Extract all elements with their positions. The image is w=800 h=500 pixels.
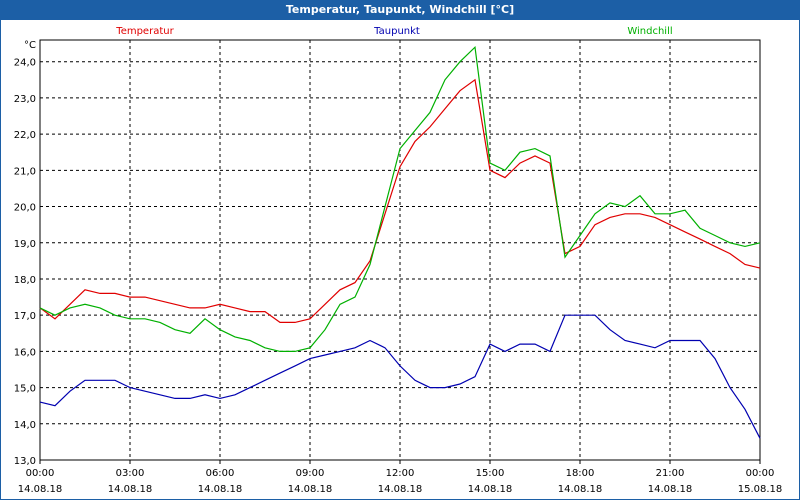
- legend: Temperatur Taupunkt Windchill: [115, 26, 672, 37]
- y-unit-label: °C: [24, 40, 36, 51]
- x-tick-date: 15.08.18: [738, 484, 783, 495]
- y-tick-label: 16,0: [14, 347, 36, 358]
- y-tick-label: 15,0: [14, 384, 36, 395]
- y-tick-label: 18,0: [14, 275, 36, 286]
- plot-area: [39, 39, 761, 461]
- y-tick-label: 23,0: [14, 94, 36, 105]
- grid-lines: [39, 40, 761, 464]
- x-tick-time: 00:00: [746, 468, 775, 479]
- y-tick-label: 20,0: [14, 203, 36, 214]
- x-tick-date: 14.08.18: [108, 484, 153, 495]
- y-tick-label: 14,0: [14, 420, 36, 431]
- legend-windchill: Windchill: [627, 26, 672, 37]
- y-tick-label: 24,0: [14, 58, 36, 69]
- x-tick-time: 21:00: [656, 468, 685, 479]
- x-tick-date: 14.08.18: [378, 484, 423, 495]
- y-tick-label: 21,0: [14, 166, 36, 177]
- y-tick-label: 19,0: [14, 239, 36, 250]
- x-tick-date: 14.08.18: [558, 484, 603, 495]
- x-tick-time: 00:00: [26, 468, 55, 479]
- series-line-temperatur: [39, 78, 761, 323]
- x-tick-time: 06:00: [206, 468, 235, 479]
- series-line-windchill: [39, 45, 761, 352]
- legend-taupunkt: Taupunkt: [373, 26, 420, 37]
- x-tick-time: 18:00: [566, 468, 595, 479]
- x-tick-date: 14.08.18: [468, 484, 513, 495]
- x-tick-date: 14.08.18: [18, 484, 63, 495]
- series-line-taupunkt: [39, 314, 761, 439]
- x-tick-time: 15:00: [476, 468, 505, 479]
- x-tick-date: 14.08.18: [648, 484, 693, 495]
- chart-title: Temperatur, Taupunkt, Windchill [°C]: [0, 0, 800, 19]
- y-tick-label: 13,0: [14, 456, 36, 467]
- series-layer: [39, 45, 761, 439]
- x-tick-time: 03:00: [116, 468, 145, 479]
- legend-temperatur: Temperatur: [115, 26, 174, 37]
- tick-labels: 13,0 14,0 15,0 16,0 17,0 18,0 19,0 20,0 21,0 22,0…: [14, 40, 783, 495]
- x-tick-date: 14.08.18: [288, 484, 333, 495]
- x-tick-date: 14.08.18: [198, 484, 243, 495]
- y-tick-label: 22,0: [14, 130, 36, 141]
- y-tick-label: 17,0: [14, 311, 36, 322]
- x-tick-time: 09:00: [296, 468, 325, 479]
- x-tick-time: 12:00: [386, 468, 415, 479]
